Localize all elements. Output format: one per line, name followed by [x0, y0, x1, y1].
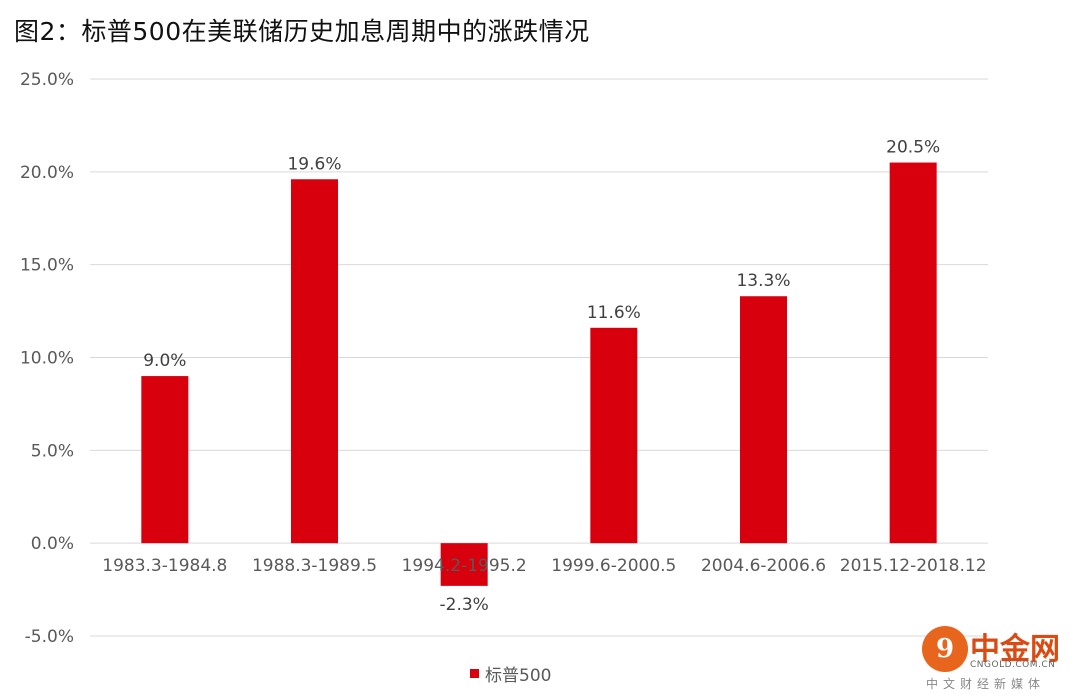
- y-tick-label: 25.0%: [20, 70, 74, 90]
- bar: [440, 543, 488, 586]
- legend-label: 标普500: [485, 666, 552, 686]
- y-axis-tick-labels: -5.0% 0.0% 5.0% 10.0% 15.0% 20.0% 25.0%: [20, 70, 74, 647]
- watermark-tagline: 中文财经新媒体: [926, 677, 1046, 691]
- y-tick-label: 5.0%: [31, 441, 74, 461]
- x-category-label: 1994.2-1995.2: [402, 556, 527, 576]
- bar: [889, 162, 937, 544]
- x-category-label: 1999.6-2000.5: [551, 556, 676, 576]
- chart-title: 图2：标普500在美联储历史加息周期中的涨跌情况: [14, 17, 590, 46]
- x-category-label: 1988.3-1989.5: [252, 556, 377, 576]
- watermark: 9 中金网 CNGOLD.COM.CN 中文财经新媒体: [918, 624, 1074, 694]
- data-label: 20.5%: [886, 138, 940, 158]
- data-label: 13.3%: [736, 271, 790, 291]
- legend-swatch: [470, 669, 479, 678]
- y-tick-label: 10.0%: [20, 349, 74, 369]
- data-labels: 9.0% 19.6% -2.3% 11.6% 13.3% 20.5%: [143, 138, 940, 615]
- y-tick-label: 15.0%: [20, 256, 74, 276]
- data-label: 11.6%: [587, 303, 641, 323]
- data-label: 19.6%: [287, 154, 341, 174]
- x-axis-category-labels: 1983.3-1984.8 1988.3-1989.5 1994.2-1995.2 1…: [102, 556, 986, 576]
- bar: [291, 179, 338, 544]
- watermark-name: 中金网: [970, 632, 1060, 667]
- legend: 标普500: [470, 661, 551, 686]
- watermark-url: CNGOLD.COM.CN: [970, 660, 1056, 670]
- watermark-logo-icon: 9: [922, 626, 968, 672]
- gridlines: [90, 78, 988, 637]
- bars: [141, 162, 937, 586]
- x-category-label: 2004.6-2006.6: [701, 556, 826, 576]
- bar: [740, 296, 787, 544]
- bar: [141, 376, 189, 544]
- y-tick-label: 0.0%: [31, 534, 74, 554]
- data-label: 9.0%: [143, 351, 186, 371]
- data-label: -2.3%: [440, 595, 489, 615]
- x-category-label: 2015.12-2018.12: [840, 556, 987, 576]
- y-tick-label: -5.0%: [25, 627, 74, 647]
- y-tick-label: 20.0%: [20, 163, 74, 183]
- x-category-label: 1983.3-1984.8: [102, 556, 227, 576]
- watermark-logo-glyph: 9: [935, 634, 955, 664]
- bar: [590, 327, 638, 544]
